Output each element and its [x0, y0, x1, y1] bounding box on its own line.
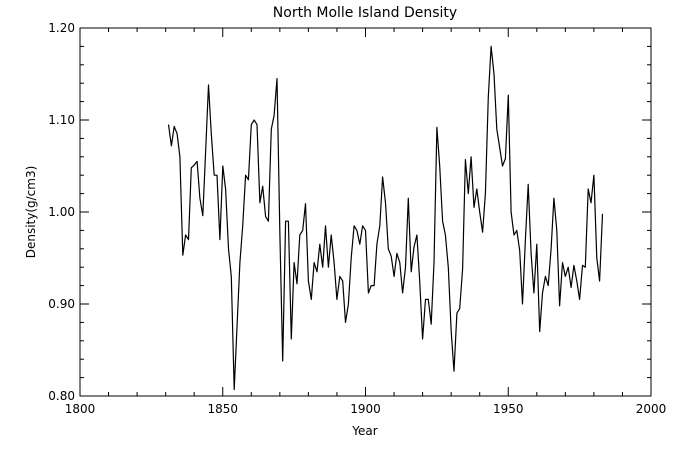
series-line	[167, 45, 604, 391]
y-tick-label: 0.80	[48, 389, 75, 403]
x-tick-label: 1800	[65, 402, 96, 416]
x-tick-label: 1850	[207, 402, 238, 416]
x-axis: 1800 1850 1900 1950 2000	[65, 28, 667, 416]
y-tick-label: 1.00	[48, 205, 75, 219]
y-tick-label: 0.90	[48, 297, 75, 311]
plot-area-frame	[79, 27, 652, 397]
x-tick-label: 1900	[350, 402, 381, 416]
y-tick-label: 1.20	[48, 21, 75, 35]
x-tick-label: 2000	[636, 402, 667, 416]
chart-title: North Molle Island Density	[273, 5, 457, 21]
x-tick-label: 1950	[493, 402, 524, 416]
y-axis-label: Density(g/cm3)	[24, 166, 38, 259]
y-axis: 0.80 0.90 1.00 1.10 1.20	[48, 21, 651, 403]
x-axis-label: Year	[351, 424, 377, 438]
y-tick-label: 1.10	[48, 113, 75, 127]
